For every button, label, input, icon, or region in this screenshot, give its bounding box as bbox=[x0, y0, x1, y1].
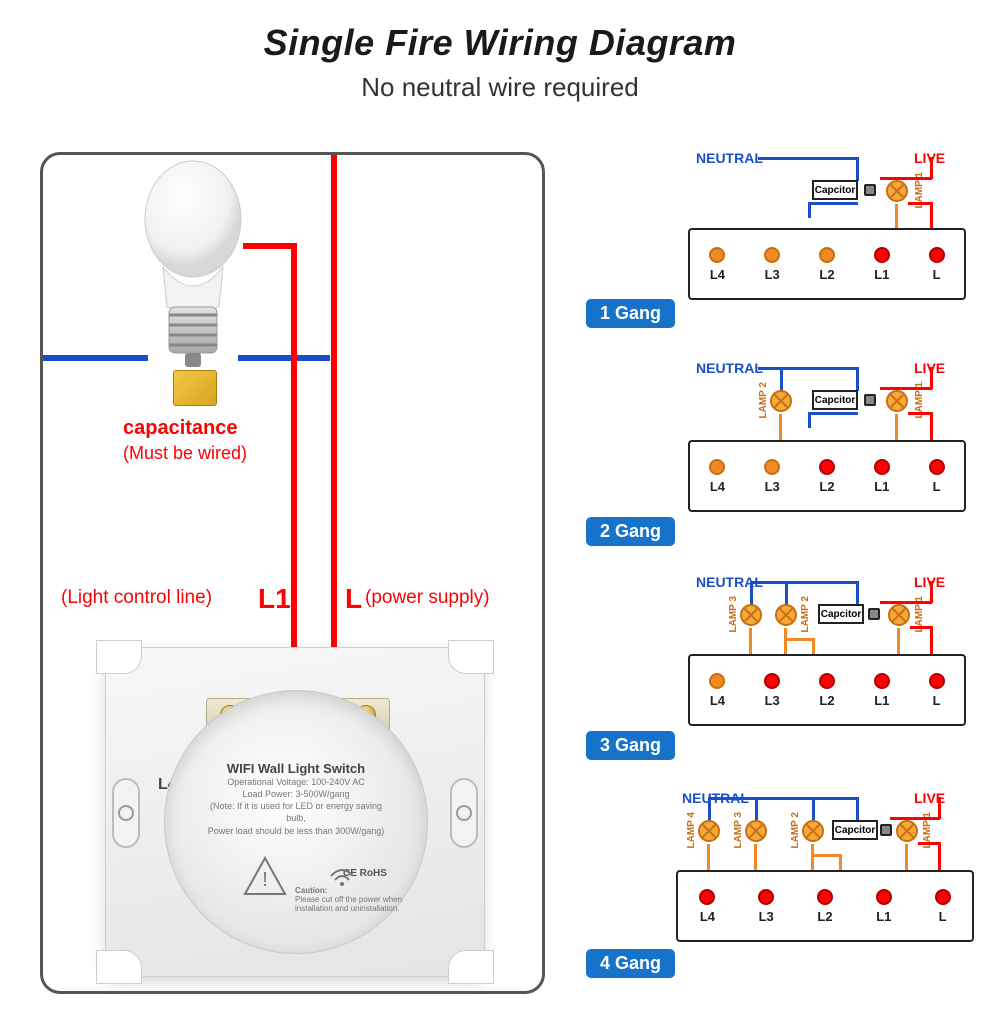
wifi-icon bbox=[329, 868, 355, 891]
terminal-strip-3: L4 L3 L2 L1 L bbox=[688, 654, 966, 726]
lamp-2-icon bbox=[770, 390, 792, 412]
lamp-1-icon bbox=[896, 820, 918, 842]
lamp-3-icon bbox=[740, 604, 762, 626]
page-subtitle: No neutral wire required bbox=[0, 72, 1000, 103]
gang-1: NEUTRAL LIVE Capcitor LAMP 1 L4 L3 L2 L1… bbox=[580, 150, 980, 340]
gang-1-label: 1 Gang bbox=[586, 299, 675, 328]
bulb-icon bbox=[133, 157, 253, 377]
switch-plate: L3 L2 L1 L L4 WIFI Wall Light Switch Ope… bbox=[105, 647, 485, 977]
caution-icon: ! bbox=[243, 856, 287, 899]
capacitor-dot bbox=[864, 184, 876, 196]
lamp-1-icon bbox=[886, 390, 908, 412]
caution-text: Caution: Please cut off the power when i… bbox=[295, 886, 435, 913]
lamp-1-icon bbox=[886, 180, 908, 202]
cap-label: capacitance bbox=[123, 417, 238, 440]
lamp-1-icon bbox=[888, 604, 910, 626]
gang-3-label: 3 Gang bbox=[586, 731, 675, 760]
main-diagram: capacitance (Must be wired) (Light contr… bbox=[40, 152, 545, 994]
svg-text:!: ! bbox=[262, 869, 268, 891]
terminal-strip-2: L4 L3 L2 L1 L bbox=[688, 440, 966, 512]
gang-2-label: 2 Gang bbox=[586, 517, 675, 546]
l-wire-v bbox=[331, 155, 337, 725]
capacitor-box: Capcitor bbox=[812, 180, 858, 200]
l-label: L bbox=[345, 583, 362, 615]
module-title: WIFI Wall Light Switch bbox=[165, 761, 427, 776]
l1-label: L1 bbox=[258, 583, 291, 615]
page-title: Single Fire Wiring Diagram bbox=[0, 22, 1000, 64]
lamp-2-icon bbox=[775, 604, 797, 626]
lamp-4-icon bbox=[698, 820, 720, 842]
gang-2: NEUTRAL LIVE LAMP 2 Capcitor LAMP 1 L4 L… bbox=[580, 360, 980, 558]
lamp-3-icon bbox=[745, 820, 767, 842]
power-supply-label: (power supply) bbox=[365, 587, 490, 609]
neutral-label: NEUTRAL bbox=[696, 150, 763, 166]
gang-4: NEUTRAL LIVE LAMP 4 LAMP 3 LAMP 2 Capcit… bbox=[580, 790, 980, 990]
gang-3: NEUTRAL LIVE LAMP 3 LAMP 2 Capcitor LAMP… bbox=[580, 574, 980, 772]
lamp-2-icon bbox=[802, 820, 824, 842]
cap-note: (Must be wired) bbox=[123, 443, 247, 464]
terminal-strip-4: L4 L3 L2 L1 L bbox=[676, 870, 974, 942]
gang-4-label: 4 Gang bbox=[586, 949, 675, 978]
capacitor-icon bbox=[173, 370, 217, 406]
terminal-strip-1: L4 L3 L2 L1 L bbox=[688, 228, 966, 300]
light-control-line-label: (Light control line) bbox=[61, 587, 212, 609]
switch-module: WIFI Wall Light Switch Operational Volta… bbox=[164, 690, 428, 954]
